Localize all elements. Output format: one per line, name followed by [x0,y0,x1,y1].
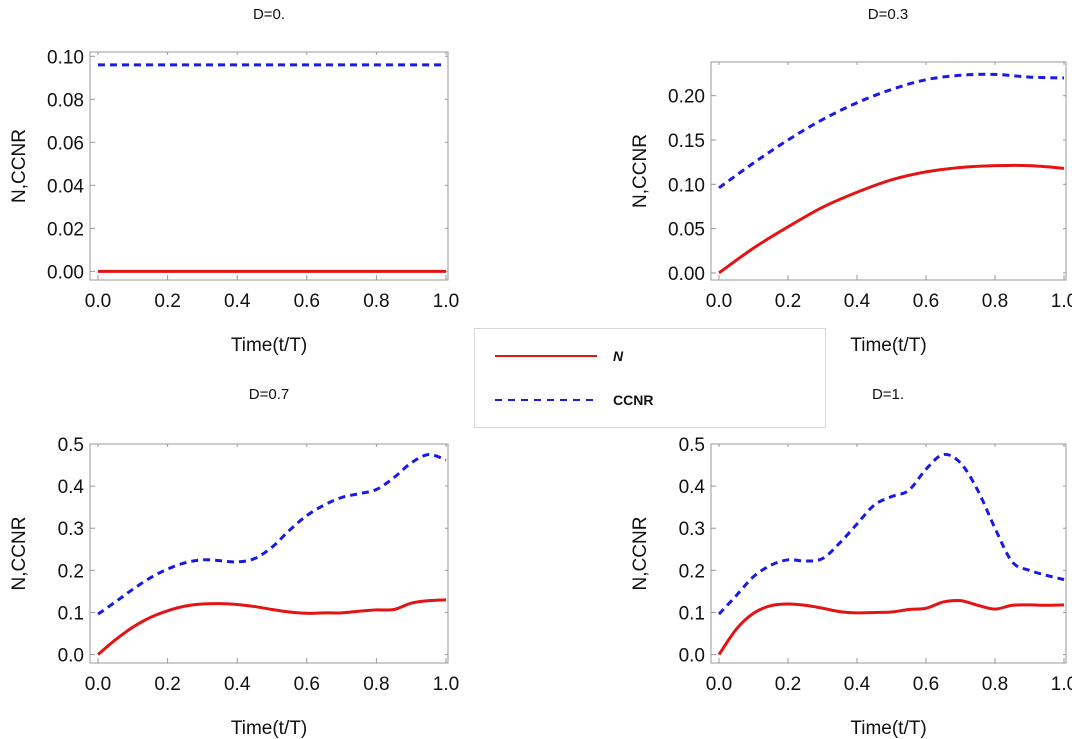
y-tick-label: 0.06 [47,133,84,154]
x-axis-label: Time(t/T) [850,718,926,739]
x-tick-label: 1.0 [1051,291,1072,312]
y-tick-label: 0.5 [58,435,84,456]
x-tick-label: 0.4 [844,291,871,312]
x-tick-label: 0.6 [294,291,320,312]
plot-frame [89,51,449,281]
y-tick-label: 0.00 [47,262,84,283]
y-tick-label: 0.4 [58,477,85,498]
y-tick-label: 0.2 [679,561,705,582]
y-tick-label: 0.4 [679,477,706,498]
y-tick-label: 0.0 [58,646,84,667]
y-tick-label: 0.15 [668,131,705,152]
y-tick-label: 0.3 [679,519,705,540]
x-tick-label: 0.8 [982,291,1008,312]
x-axis-label: Time(t/T) [231,335,307,356]
y-tick-label: 0.10 [47,47,84,68]
y-tick-label: 0.1 [58,603,84,624]
legend-n-label: N [613,348,624,364]
y-tick-label: 0.10 [668,175,705,196]
x-tick-label: 0.0 [85,674,111,695]
x-tick-label: 0.4 [844,674,871,695]
y-axis-label: N,CCNR [9,517,30,591]
x-tick-label: 0.4 [224,291,251,312]
x-tick-label: 0.0 [706,291,732,312]
y-tick-label: 0.0 [679,646,705,667]
x-tick-label: 0.6 [294,674,320,695]
plot-title: D=0.3 [868,6,908,23]
x-tick-label: 0.6 [913,291,939,312]
x-tick-label: 0.8 [363,674,389,695]
x-tick-label: 0.2 [775,291,801,312]
subplot-2: D=0.3 0.0 0.2 0.4 0.6 0.8 1.0 0.00 0.05 0.10 0.15 0… [630,6,1072,356]
y-axis-label: N,CCNR [630,134,651,208]
plot-frame [89,443,449,664]
plot-frame [710,61,1067,281]
x-tick-label: 0.6 [913,674,939,695]
x-axis-label: Time(t/T) [850,335,926,356]
x-tick-label: 0.8 [363,291,389,312]
plot-title: D=0. [253,6,285,23]
y-tick-label: 0.20 [668,87,705,108]
subplot-4: D=1. 0.0 0.2 0.4 0.6 0.8 1.0 0.0 0.1 0.2 0.3 0.4 0.5… [630,386,1072,739]
y-tick-label: 0.05 [668,220,705,241]
series-n-line [97,598,447,656]
x-tick-label: 0.0 [85,291,111,312]
x-tick-label: 1.0 [1051,674,1072,695]
y-tick-label: 0.1 [679,603,705,624]
x-axis-label: Time(t/T) [231,718,307,739]
series-n-line [717,598,1065,656]
x-tick-label: 1.0 [433,291,459,312]
legend: N CCNR [474,328,826,428]
x-tick-label: 1.0 [433,674,459,695]
plot-frame [710,443,1067,664]
series-ccnr-line [718,72,1065,190]
plot-title: D=1. [872,386,904,403]
legend-ccnr-label: CCNR [613,392,653,408]
y-tick-label: 0.08 [47,90,84,111]
y-tick-label: 0.00 [668,264,705,285]
x-tick-label: 0.0 [706,674,732,695]
y-tick-label: 0.5 [679,435,705,456]
x-tick-label: 0.2 [154,674,180,695]
x-tick-label: 0.8 [982,674,1008,695]
plot-title: D=0.7 [249,386,289,403]
y-tick-label: 0.3 [58,519,84,540]
y-tick-label: 0.02 [47,219,84,240]
subplot-3: D=0.7 0.0 0.2 0.4 0.6 0.8 1.0 0.0 0.1 0.2 0.3 0.4 0.… [9,386,459,739]
y-tick-label: 0.04 [47,176,84,197]
y-tick-label: 0.2 [58,561,84,582]
series-ccnr-line [97,453,447,616]
series-ccnr-line [717,452,1065,616]
y-axis-label: N,CCNR [9,129,30,203]
x-tick-label: 0.4 [224,674,251,695]
subplot-1: D=0. 0.0 0.2 0.4 0.6 0.8 1.0 0.00 0.02 0.04 0.06 0.… [9,6,459,356]
y-axis-label: N,CCNR [630,517,651,591]
x-tick-label: 0.2 [154,291,180,312]
x-tick-label: 0.2 [775,674,801,695]
series-n-line [718,163,1065,275]
